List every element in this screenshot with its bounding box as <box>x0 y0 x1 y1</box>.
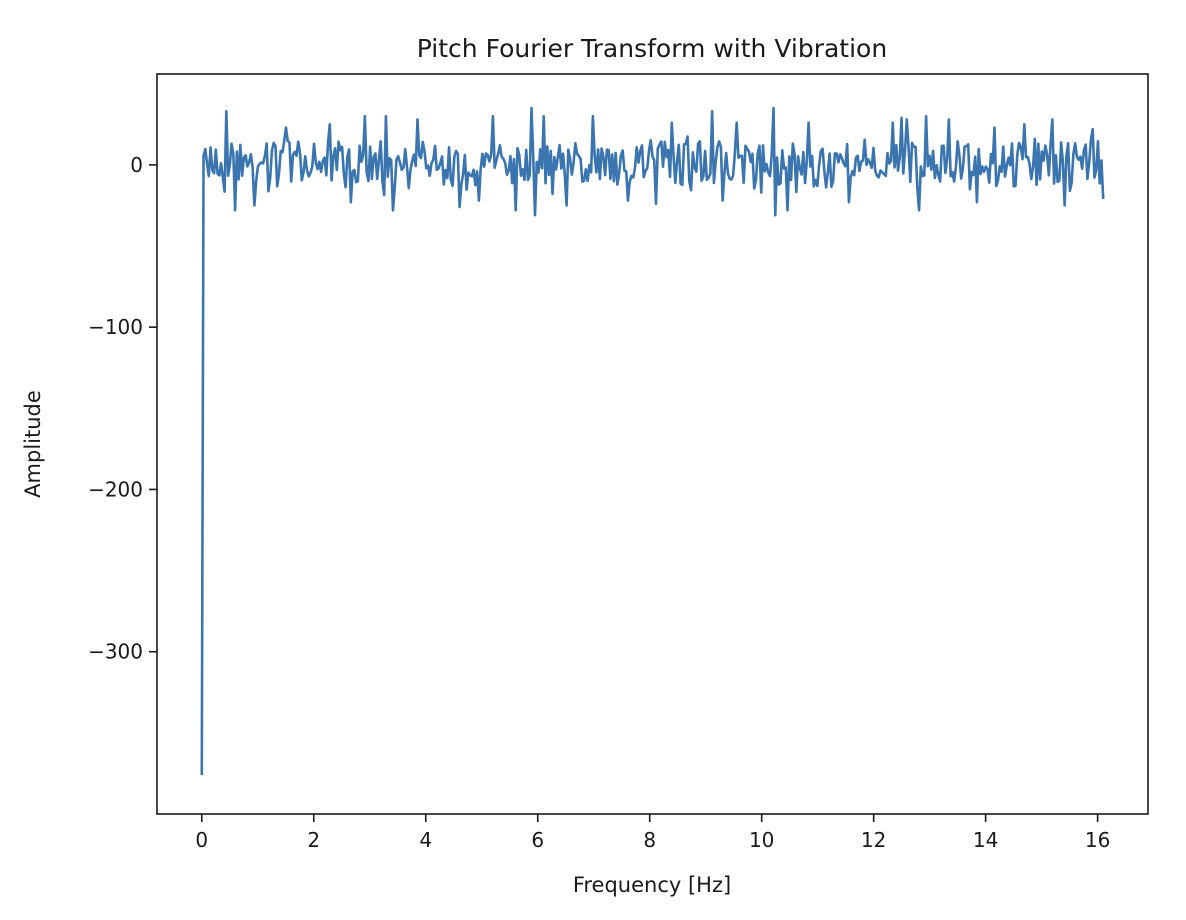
x-tick-label: 0 <box>195 828 208 852</box>
y-tick-label: 0 <box>130 153 143 177</box>
x-tick-label: 2 <box>307 828 320 852</box>
x-tick-label: 14 <box>973 828 998 852</box>
x-axis: 0 2 4 6 8 10 12 14 16 <box>195 814 1110 852</box>
x-tick-label: 6 <box>531 828 544 852</box>
y-tick-label: −200 <box>88 477 143 501</box>
x-tick-label: 10 <box>749 828 774 852</box>
plot-frame <box>156 73 1149 815</box>
x-tick-label: 4 <box>419 828 432 852</box>
y-axis-label: Amplitude <box>21 390 45 498</box>
chart-title: Pitch Fourier Transform with Vibration <box>417 34 887 63</box>
y-axis: −300 −200 −100 0 <box>88 153 157 664</box>
y-tick-label: −300 <box>88 640 143 664</box>
x-tick-label: 12 <box>861 828 886 852</box>
x-tick-label: 8 <box>643 828 656 852</box>
x-tick-label: 16 <box>1085 828 1110 852</box>
plot-area <box>200 106 1105 776</box>
series-line <box>200 106 1105 776</box>
y-tick-label: −100 <box>88 315 143 339</box>
x-axis-label: Frequency [Hz] <box>573 873 731 897</box>
